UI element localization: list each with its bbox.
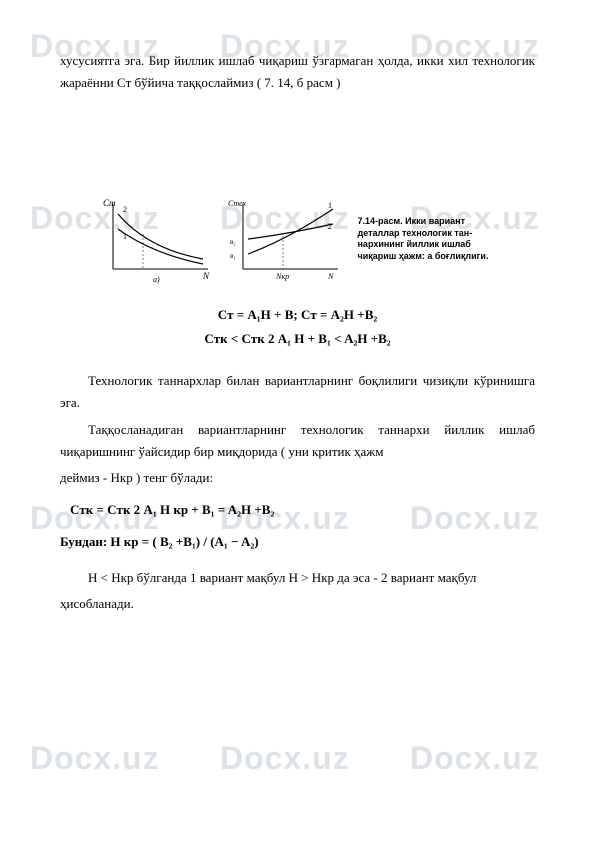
watermark: Docx.uz xyxy=(220,740,350,777)
watermark: Docx.uz xyxy=(30,740,160,777)
svg-text:Nкр: Nкр xyxy=(275,272,289,281)
svg-text:2: 2 xyxy=(123,205,127,214)
page-content: хусусиятга эга. Бир йиллик ишлаб чиқариш… xyxy=(0,0,595,659)
para3-line2: чиқаришнинг ўайсидир бир миқдорида ( уни… xyxy=(60,444,384,459)
svg-text:в₂: в₂ xyxy=(230,238,236,246)
watermark: Docx.uz xyxy=(410,740,540,777)
paragraph-3: Таққосланадиган вариантларнинг технологи… xyxy=(60,419,535,463)
equation-1: Cт = A₁H + B; Cт = A₂H +B₂ xyxy=(60,304,535,326)
final-paragraph-2: ҳисобланади. xyxy=(60,593,535,615)
svg-text:N: N xyxy=(327,272,334,281)
figure-row: Cт N 2 1 а) Cтех 1 2 в₁ xyxy=(60,194,535,284)
equation-2: Cтк < Cтк 2 A₁ H + B₁ < A₂H +B₂ xyxy=(60,328,535,350)
svg-text:а): а) xyxy=(153,275,160,284)
intro-paragraph: хусусиятга эга. Бир йиллик ишлаб чиқариш… xyxy=(60,50,535,94)
svg-text:Cтех: Cтех xyxy=(228,199,247,208)
conclusion-formula: Бундан: H кр = ( B₂ +B₁) / (A₁ − A₂) xyxy=(60,531,535,553)
intro-line-1: хусусиятга эга. Бир йиллик ишлаб чиқариш… xyxy=(60,53,468,68)
svg-text:1: 1 xyxy=(123,232,127,241)
svg-text:Cт: Cт xyxy=(103,198,116,208)
svg-text:N: N xyxy=(202,271,210,281)
paragraph-2: Технологик таннархлар билан вариантларни… xyxy=(60,370,535,414)
figure-caption: 7.14-расм. Икки вариант деталлар техноло… xyxy=(358,216,498,263)
final-paragraph: H < Hкр бўлганда 1 вариант мақбул H > Hк… xyxy=(60,567,535,589)
formula-3: Cтк = Cтк 2 A₁ H кр + B₁ = A₂H +B₂ xyxy=(70,499,535,521)
svg-text:1: 1 xyxy=(328,201,332,210)
paragraph-3b: деймиз - Hкр ) тенг бўлади: xyxy=(60,467,535,489)
formula-block-1: Cт = A₁H + B; Cт = A₂H +B₂ Cтк < Cтк 2 A… xyxy=(60,304,535,350)
final-line2: ҳисобланади. xyxy=(60,596,134,611)
chart-b: Cтех 1 2 в₁ в₂ Nкр N xyxy=(228,194,348,284)
para3-line1: Таққосланадиган вариантларнинг технологи… xyxy=(88,422,535,437)
para3-line3: деймиз - Hкр ) тенг бўлади: xyxy=(60,470,213,485)
para2-line1: Технологик таннархлар билан вариантларни… xyxy=(88,373,468,388)
final-line1: H < Hкр бўлганда 1 вариант мақбул H > Hк… xyxy=(88,570,476,585)
svg-text:2: 2 xyxy=(328,222,332,231)
chart-a: Cт N 2 1 а) xyxy=(98,194,218,284)
svg-text:в₁: в₁ xyxy=(230,252,236,260)
